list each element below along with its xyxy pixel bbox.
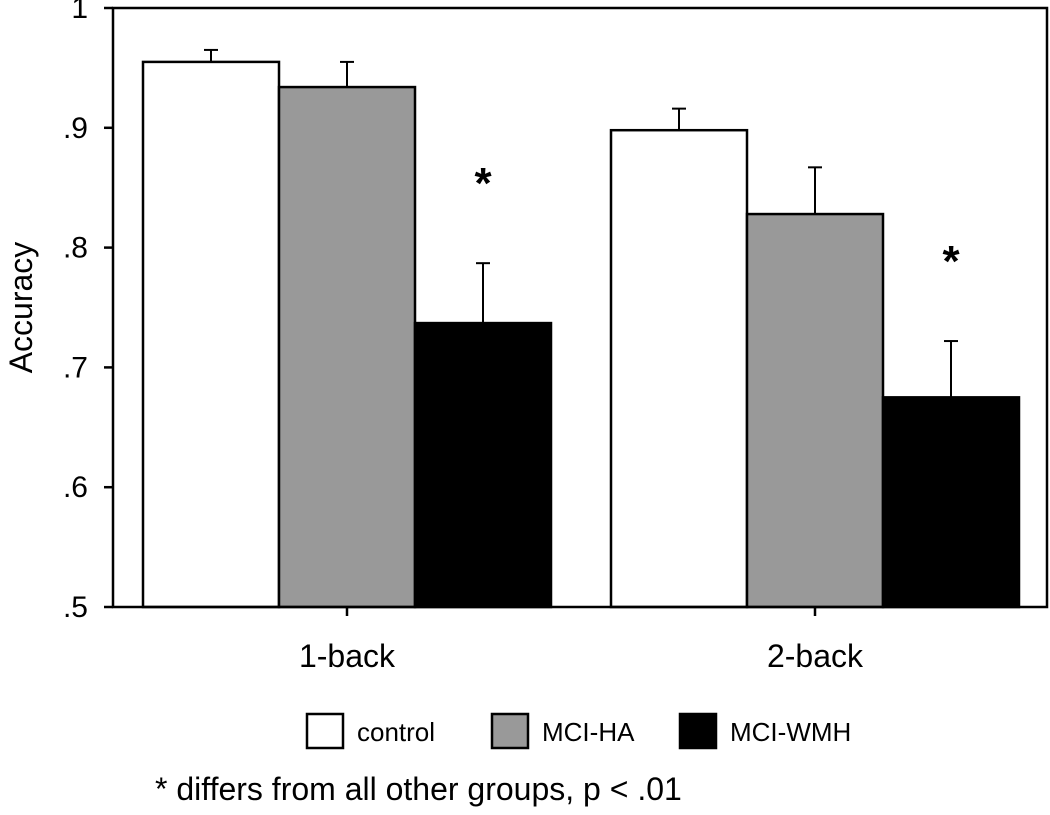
y-tick-label: 1 <box>71 0 88 25</box>
y-axis-title: Accuracy <box>3 242 39 374</box>
bar-control-1-back <box>141 60 281 609</box>
legend-label-mci-ha: MCI-HA <box>542 717 635 747</box>
x-category-label: 2-back <box>767 638 864 674</box>
footnote: * differs from all other groups, p < .01 <box>155 771 682 807</box>
bar-mci-ha-1-back <box>277 85 417 609</box>
plot-frame <box>111 6 1049 609</box>
significance-mark: * <box>474 159 492 208</box>
legend-swatch-control <box>305 712 345 750</box>
bar-control-2-back <box>609 128 749 609</box>
legend-swatch-mci-ha <box>490 712 530 750</box>
y-tick-label: .7 <box>63 351 88 384</box>
y-tick-label: .8 <box>63 232 88 265</box>
significance-mark: * <box>942 237 960 286</box>
bar-mci-ha-2-back <box>745 212 885 609</box>
y-tick-label: .5 <box>63 591 88 624</box>
y-tick-label: .9 <box>63 112 88 145</box>
legend-label-mci-wmh: MCI-WMH <box>730 717 851 747</box>
legend-swatch-mci-wmh <box>678 712 718 750</box>
y-tick-label: .6 <box>63 471 88 504</box>
legend-label-control: control <box>357 717 435 747</box>
x-category-label: 1-back <box>299 638 396 674</box>
bar-mci-wmh-1-back <box>413 321 553 609</box>
bar-mci-wmh-2-back <box>881 396 1021 609</box>
